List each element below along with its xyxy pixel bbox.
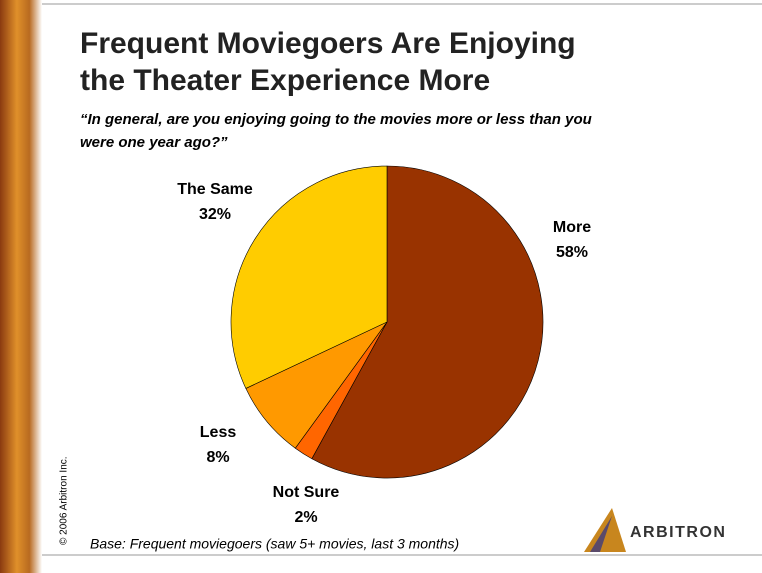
logo-mark (584, 508, 626, 552)
logo-text: ARBITRON (630, 524, 726, 541)
subtitle-line: were one year ago?” (80, 134, 228, 151)
copyright: © 2006 Arbitron Inc. (59, 456, 70, 545)
slice-category: The Same (177, 181, 253, 198)
slice-category: Less (200, 424, 237, 441)
pie-slice (230, 165, 388, 389)
slice-value: 32% (199, 206, 231, 223)
slice-category: More (553, 219, 591, 236)
side-stripe (0, 0, 42, 573)
slice-value: 8% (206, 449, 229, 466)
slice-category: Not Sure (273, 484, 340, 501)
title-line: Frequent Moviegoers Are Enjoying (80, 27, 576, 60)
title-line: the Theater Experience More (80, 64, 490, 97)
subtitle-line: “In general, are you enjoying going to t… (80, 111, 592, 128)
base-note: Base: Frequent moviegoers (saw 5+ movies… (90, 536, 459, 552)
slice-value: 2% (294, 509, 317, 526)
pie-slice (311, 165, 544, 479)
pie (230, 165, 544, 479)
slice-value: 58% (556, 244, 588, 261)
